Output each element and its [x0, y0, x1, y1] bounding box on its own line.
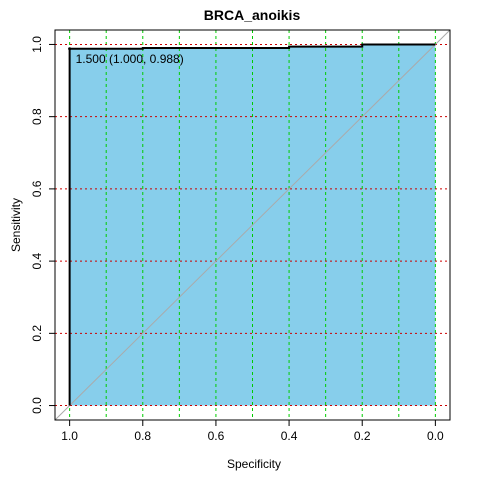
plot-border [54, 29, 451, 421]
x-tick-label: 0.0 [427, 429, 444, 443]
x-tick-label: 0.8 [134, 429, 151, 443]
y-tick-label: 0.6 [30, 180, 44, 197]
x-tick-label: 0.6 [208, 429, 225, 443]
x-axis-label: Specificity [227, 457, 281, 471]
threshold-point [68, 47, 72, 51]
y-tick-label: 0.0 [30, 397, 44, 414]
y-tick-label: 0.4 [30, 252, 44, 269]
y-axis-label: Sensitivity [9, 198, 23, 252]
x-tick-label: 1.0 [61, 429, 78, 443]
y-tick-label: 1.0 [30, 36, 44, 53]
chart-title: BRCA_anoikis [204, 7, 301, 23]
y-tick-label: 0.2 [30, 325, 44, 342]
y-tick-label: 0.8 [30, 108, 44, 125]
x-tick-label: 0.4 [281, 429, 298, 443]
diagonal [54, 29, 451, 421]
annotation: 1.500 (1.000, 0.988) [76, 52, 184, 66]
x-tick-label: 0.2 [354, 429, 371, 443]
roc-curve [68, 43, 436, 406]
